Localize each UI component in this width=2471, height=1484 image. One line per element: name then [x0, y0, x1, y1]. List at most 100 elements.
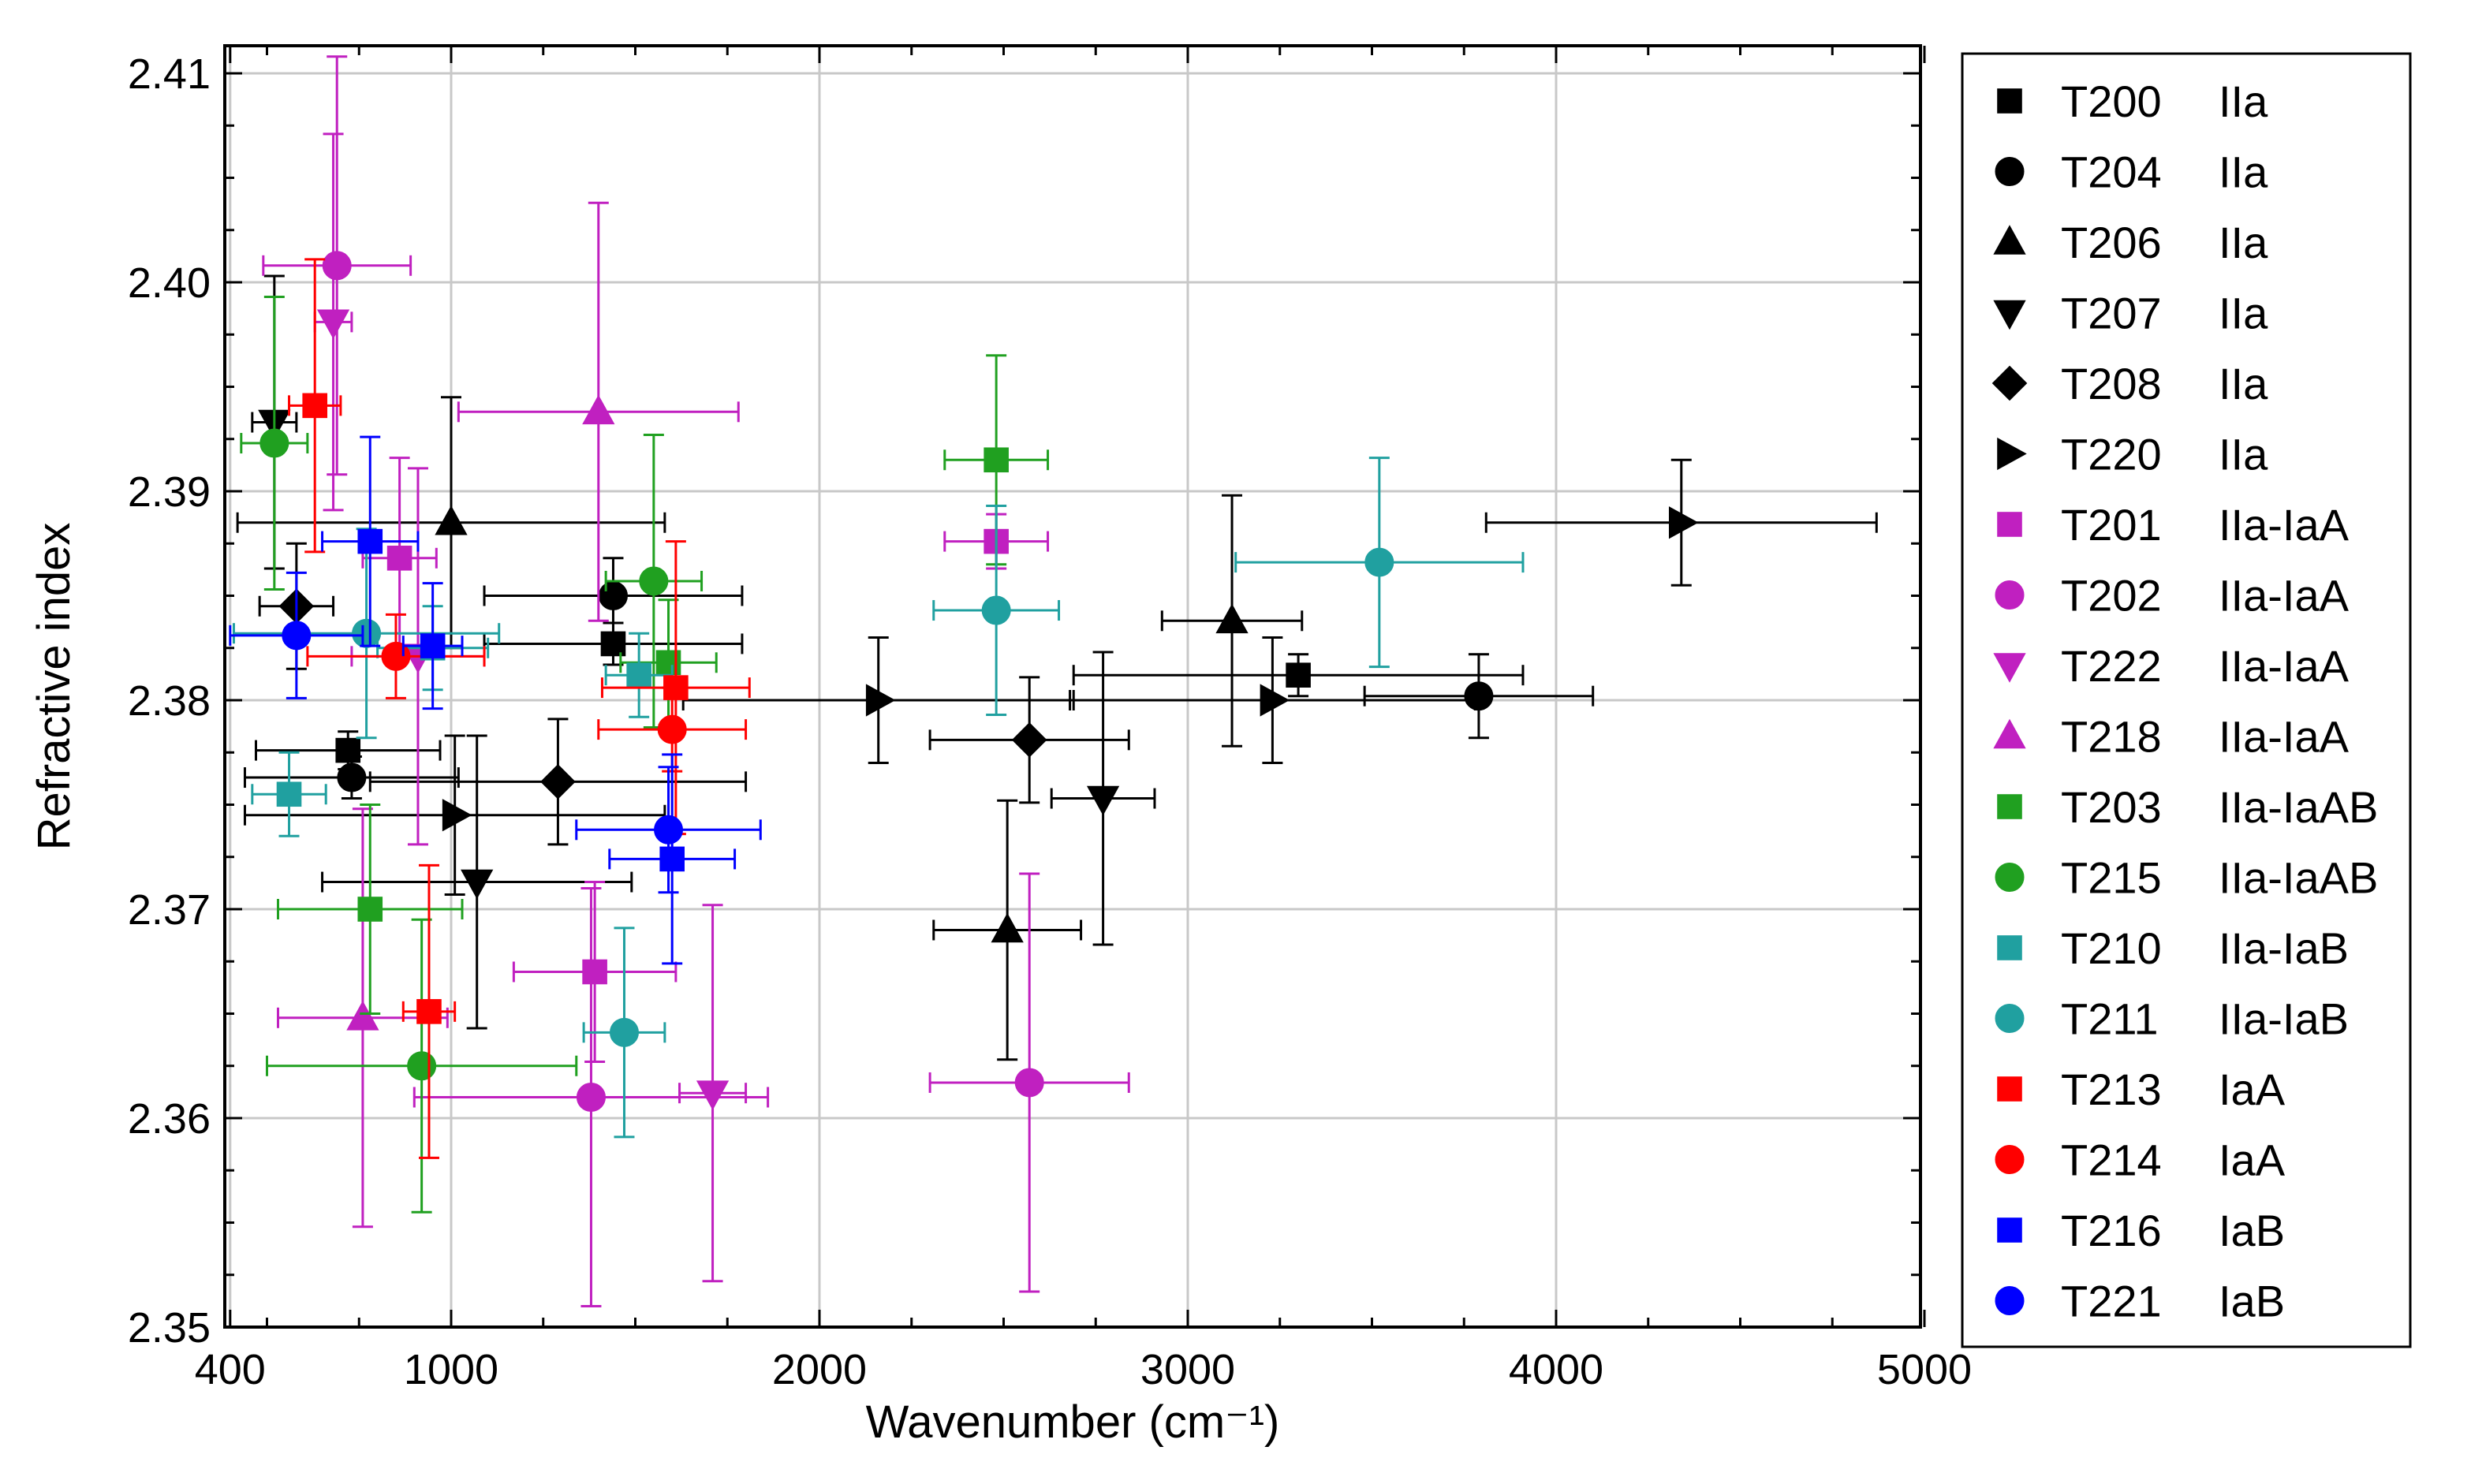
data-point [582, 394, 615, 425]
legend-marker [1993, 718, 2026, 749]
series-t204 [243, 557, 1595, 800]
data-point [461, 869, 494, 900]
x-axis-label: Wavenumber (cm⁻¹) [866, 1396, 1280, 1448]
legend-series-name: T200 [2061, 76, 2162, 126]
legend-series-name: T208 [2061, 359, 2162, 408]
legend-series-type: IIa-IaA [2219, 500, 2350, 550]
data-point [654, 815, 684, 845]
y-tick-label: 2.39 [128, 468, 211, 516]
legend-series-type: IaB [2219, 1206, 2285, 1255]
legend-series-name: T222 [2061, 641, 2162, 691]
legend-series-name: T207 [2061, 289, 2162, 338]
legend-marker [1997, 437, 2027, 471]
legend-series-type: IIa [2219, 430, 2268, 479]
legend-marker [1997, 88, 2022, 114]
legend-item: T201 IIa-IaA [1997, 500, 2350, 550]
x-tick-label: 400 [195, 1346, 266, 1393]
legend-series-name: T203 [2061, 782, 2162, 832]
legend-item: T200 IIa [1997, 76, 2268, 126]
data-point [639, 566, 669, 596]
legend-series-type: IIa [2219, 289, 2268, 338]
series-t208 [258, 542, 1130, 846]
legend-series-name: T201 [2061, 500, 2162, 550]
legend-series-type: IaB [2219, 1277, 2285, 1326]
legend-series-name: T210 [2061, 923, 2162, 973]
data-point [435, 505, 468, 535]
legend-marker [1993, 225, 2026, 255]
y-tick-label: 2.41 [128, 50, 211, 98]
legend-series-type: IIa [2219, 147, 2268, 197]
data-point [346, 1001, 379, 1031]
legend-marker [1995, 1145, 2025, 1174]
legend-marker [1995, 1286, 2025, 1315]
data-point [357, 897, 383, 922]
data-point [696, 1080, 730, 1110]
series-t215 [240, 296, 704, 1214]
x-tick-label: 2000 [772, 1346, 867, 1393]
series-t202 [262, 55, 1130, 1307]
x-tick-label: 5000 [1877, 1346, 1972, 1393]
legend-series-name: T202 [2061, 571, 2162, 621]
data-point [282, 621, 312, 651]
legend-item: T220 IIa [1997, 430, 2268, 479]
legend-item: T214 IaA [1995, 1135, 2286, 1185]
legend-marker [1995, 580, 2025, 610]
legend-item: T203 IIa-IaAB [1997, 782, 2378, 832]
tick-labels: 400 1000 2000 3000 4000 5000 2.35 2.36 2.37 2.38 2… [128, 50, 1972, 1393]
series-t201 [361, 457, 1050, 1063]
legend-item: T208 IIa [1991, 359, 2268, 408]
data-point [1668, 506, 1699, 539]
legend-item: T204 IIa [1995, 147, 2268, 197]
data-point [416, 999, 442, 1024]
series-t203 [277, 354, 1050, 1015]
data-point [335, 737, 361, 763]
data-point [598, 581, 628, 610]
legend-series-type: IIa-IaAB [2219, 853, 2378, 903]
legend-series-type: IIa [2219, 76, 2268, 126]
series-t221 [229, 571, 762, 894]
data-point [407, 1051, 437, 1081]
legend-series-type: IIa-IaB [2219, 923, 2349, 973]
legend-item: T211 IIa-IaB [1995, 994, 2349, 1044]
data-point [322, 251, 352, 281]
data-point [1014, 1068, 1044, 1098]
series-t220 [243, 458, 1878, 896]
data-point [386, 546, 412, 571]
data-point [609, 1017, 639, 1047]
series-t214 [306, 613, 748, 773]
data-point [352, 618, 382, 648]
series-t222 [313, 132, 748, 1283]
legend-series-name: T216 [2061, 1206, 2162, 1255]
legend-marker [1997, 1217, 2022, 1243]
legend-series-name: T204 [2061, 147, 2162, 197]
legend-marker [1991, 365, 2028, 401]
data-point [442, 799, 472, 832]
data-point [1011, 722, 1047, 758]
series-t216 [321, 435, 737, 965]
legend-series-name: T214 [2061, 1135, 2162, 1185]
data-point [276, 781, 302, 807]
data-point [1464, 681, 1494, 711]
data-point [600, 631, 626, 657]
legend-series-type: IaA [2219, 1065, 2286, 1114]
legend-marker [1995, 863, 2025, 892]
series-t200 [254, 621, 1525, 770]
data-point [576, 1083, 606, 1112]
legend-series-type: IIa [2219, 359, 2268, 408]
legend-item: T221 IaB [1995, 1277, 2285, 1326]
data-point [626, 662, 651, 688]
y-tick-label: 2.37 [128, 886, 211, 934]
legend: T200 IIa T204 IIa T206 IIa T207 IIa T208 IIa T220 I… [1961, 52, 2412, 1348]
legend-series-name: T221 [2061, 1277, 2162, 1326]
legend-marker [1993, 300, 2026, 330]
legend-marker [1997, 794, 2022, 819]
legend-series-name: T206 [2061, 218, 2162, 267]
legend-marker [1997, 935, 2022, 960]
data-points [229, 55, 1878, 1307]
series-t206 [236, 396, 1304, 1061]
data-point [657, 714, 687, 744]
legend-marker [1997, 1076, 2022, 1102]
y-tick-label: 2.40 [128, 259, 211, 307]
legend-marker [1993, 653, 2026, 683]
legend-item: T222 IIa-IaA [1993, 641, 2350, 691]
